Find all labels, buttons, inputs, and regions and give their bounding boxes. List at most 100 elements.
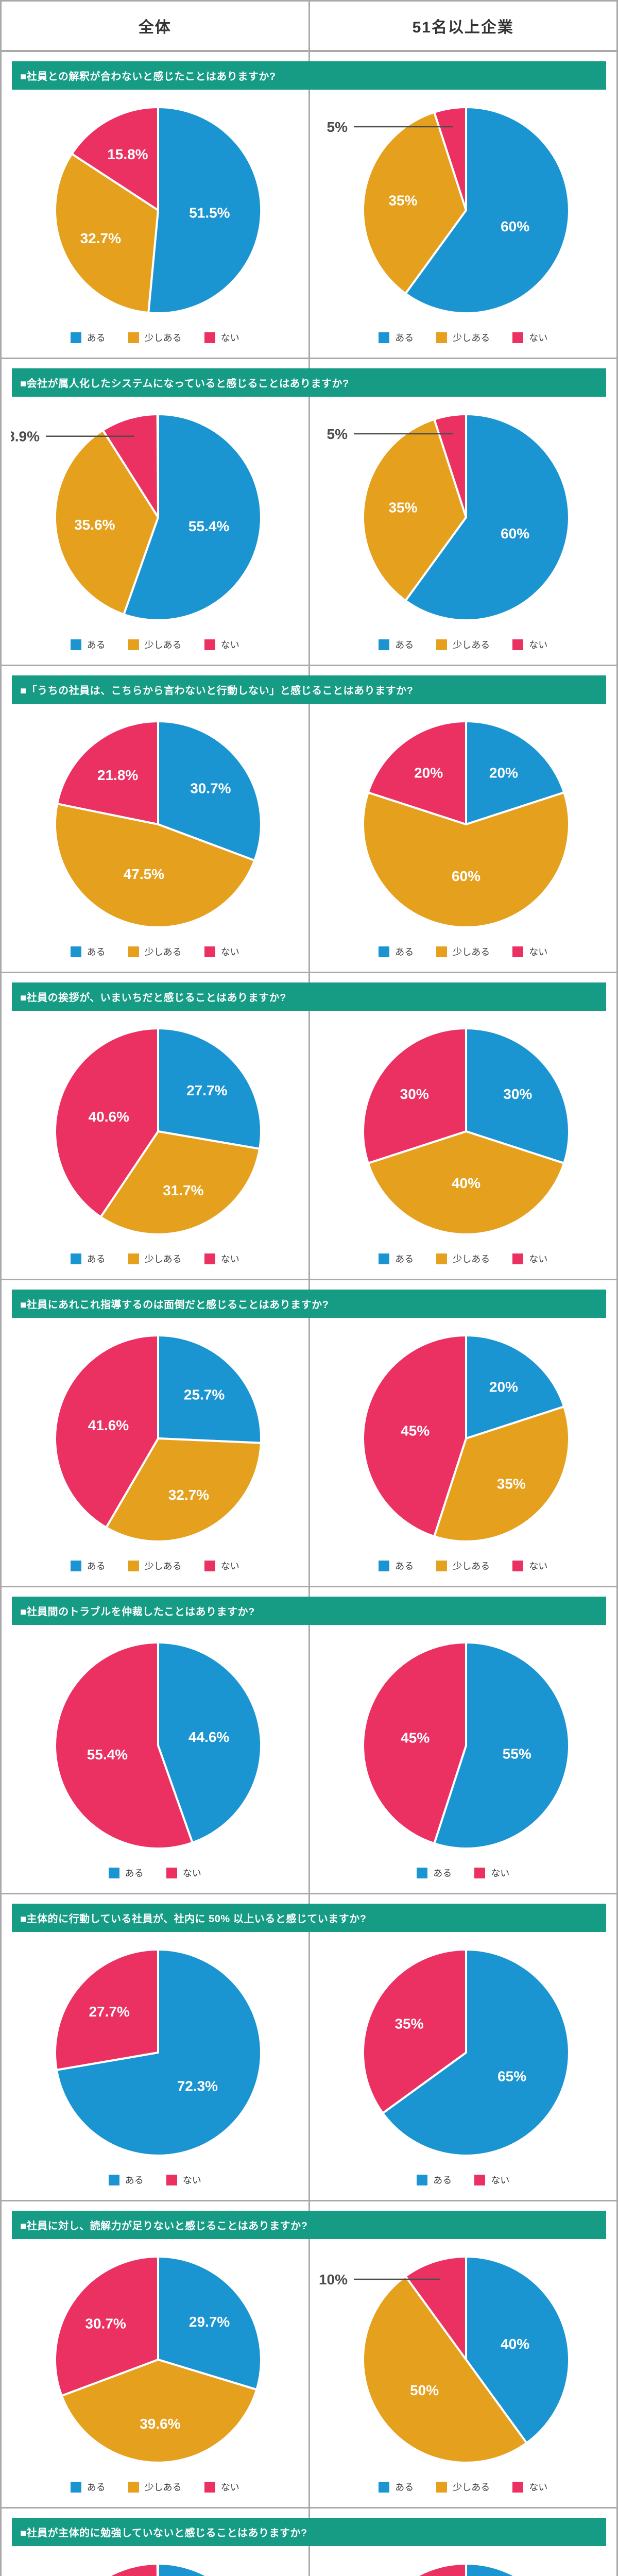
pie-label: 44.6% [188, 1729, 229, 1745]
legend-label: ない [182, 1868, 201, 1878]
legend-item: ない [166, 1866, 201, 1879]
pie-label: 60% [452, 868, 480, 884]
legend-swatch [436, 332, 448, 343]
legend-label: 少しある [144, 1254, 182, 1264]
legend-label: 少しある [144, 333, 182, 343]
pie-label: 20% [489, 1379, 518, 1395]
legend-item: 少しある [128, 638, 182, 651]
survey-row: ■「うちの社員は、こちらから言わないと行動しない」と感じることはありますか? 3… [2, 666, 616, 973]
legend-label: ない [491, 2175, 510, 2185]
question-text: ■社員との解釈が合わないと感じたことはありますか? [20, 71, 276, 82]
question-text: ■社員が主体的に勉強していないと感じることはありますか? [20, 2528, 307, 2539]
question-bar: ■社員との解釈が合わないと感じたことはありますか? [12, 61, 606, 90]
legend-label: ない [491, 1868, 510, 1878]
column-divider [308, 2509, 310, 2518]
pie-chart: 65% 35% [362, 1948, 571, 2157]
legend: ある 少しある ない [379, 945, 547, 958]
survey-row: ■社員間のトラブルを仲裁したことはありますか? 44.6% 55.4% ある ない 5… [2, 1587, 616, 1894]
legend-label: ない [529, 947, 548, 957]
legend-label: ある [433, 1868, 452, 1878]
legend-swatch [166, 1867, 177, 1878]
pie-slice [404, 2256, 468, 2361]
column-header-51plus: 51名以上企業 [412, 19, 514, 36]
legend-swatch [379, 332, 390, 343]
question-bar: ■社員が主体的に勉強していないと感じることはありますか? [12, 2518, 606, 2546]
legend: ある 少しある ない [70, 2480, 239, 2494]
header-row: 全体 51名以上企業 [2, 2, 616, 52]
pie-chart: 60% 35% 5% [327, 106, 571, 314]
column-divider [308, 1894, 310, 1904]
legend-label: ある [87, 640, 106, 650]
pie-label: 31.7% [163, 1182, 203, 1198]
charts-area: 51.5% 32.7% 15.8% ある 少しある ない 60% 35% 5% ある 少しある ない [2, 90, 616, 358]
legend-item: ある [379, 945, 414, 958]
column-divider [308, 973, 310, 982]
chart-cell-overall: 51.5% 32.7% 15.8% ある 少しある ない [2, 90, 310, 358]
chart-cell-overall: 55.4% 35.6% 8.9% ある 少しある ない [2, 397, 310, 665]
chart-cell-51plus: 60% 35% 5% ある 少しある ない [310, 90, 617, 358]
survey-row: ■社員が主体的に勉強していないと感じることはありますか? 37.6%36.6%2… [2, 2509, 616, 2576]
column-divider [308, 359, 310, 368]
pie-chart: 40% 50% 10% [319, 2256, 571, 2464]
legend-swatch [512, 946, 524, 957]
chart-cell-51plus: 65% 35% ある ない [310, 1932, 617, 2200]
pie-label: 39.6% [140, 2416, 180, 2432]
pie-label: 55.4% [87, 1747, 127, 1762]
legend-label: ある [125, 2175, 144, 2185]
pie-slice [362, 2275, 528, 2464]
legend-item: 少しある [128, 2480, 182, 2494]
legend: ある 少しある ない [379, 1559, 547, 1572]
legend-item: 少しある [128, 1252, 182, 1265]
row-spacer [2, 52, 616, 61]
pie-slice [157, 1334, 262, 1444]
column-divider [308, 1587, 310, 1597]
legend-item: ない [512, 331, 547, 344]
legend-label: 少しある [453, 1254, 490, 1264]
question-bar: ■社員の挨拶が、いまいちだと感じることはありますか? [12, 982, 606, 1011]
question-text: ■社員にあれこれ指導するのは面倒だと感じることはありますか? [20, 1299, 329, 1311]
chart-cell-overall: 27.7% 31.7% 40.6% ある 少しある ない [2, 1011, 310, 1279]
question-text: ■主体的に行動している社員が、社内に 50% 以上いると感じていますか? [20, 1913, 367, 1925]
legend-item: ない [204, 1559, 239, 1572]
legend-label: 少しある [144, 947, 182, 957]
pie-chart: 20% 35% 45% [362, 1334, 571, 1543]
legend: ある ない [108, 1866, 201, 1879]
legend-swatch [474, 2174, 486, 2185]
legend-item: ある [379, 1252, 414, 1265]
legend-swatch [512, 639, 524, 650]
legend-item: ある [70, 2480, 106, 2494]
row-spacer [2, 666, 616, 675]
legend-swatch [204, 1560, 215, 1571]
legend-label: ある [87, 1561, 106, 1571]
pie-slice [362, 1334, 468, 1538]
legend-item: ない [474, 2173, 509, 2187]
legend-label: ない [220, 1254, 239, 1264]
legend-label: ある [395, 1254, 414, 1264]
pie-slice [157, 720, 262, 862]
row-spacer [2, 2509, 616, 2518]
pie-slice [107, 2563, 159, 2576]
legend-label: ない [529, 640, 548, 650]
pie-chart: 29.7% 39.6% 30.7% [54, 2256, 262, 2464]
legend-label: 少しある [144, 2482, 182, 2493]
legend-item: 少しある [436, 1559, 490, 1572]
chart-cell-51plus: 55% 45% ある ない [310, 1625, 617, 1893]
legend-item: ない [512, 638, 547, 651]
pie-label: 45% [401, 1422, 430, 1438]
legend-label: ない [220, 640, 239, 650]
column-divider [308, 52, 310, 61]
legend-swatch [204, 1253, 215, 1264]
row-spacer [2, 1280, 616, 1290]
chart-cell-51plus: 20% 35% 45% ある 少しある ない [310, 1318, 617, 1586]
pie-label: 47.5% [123, 866, 164, 882]
pie-slice [362, 1641, 468, 1845]
pie-label: 72.3% [177, 2078, 217, 2094]
legend-label: ない [529, 2482, 548, 2493]
legend-item: ない [204, 331, 239, 344]
pie-label-outside: 8.9% [11, 429, 40, 445]
legend-swatch [128, 946, 139, 957]
legend-item: 少しある [436, 331, 490, 344]
pie-label-outside: 5% [327, 119, 348, 135]
pie-label: 30% [504, 1086, 533, 1102]
